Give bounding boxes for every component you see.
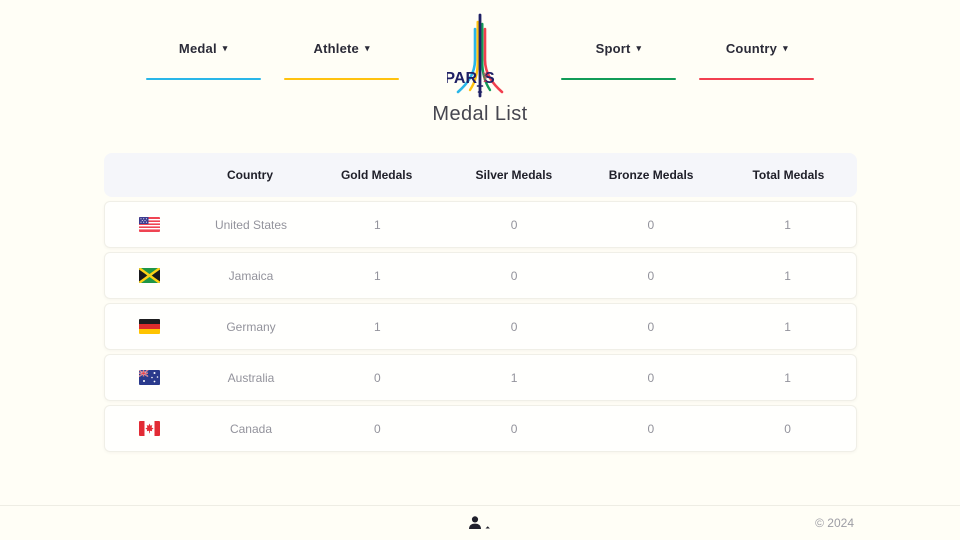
nav-item-country[interactable]: Country ▾ [726, 41, 788, 56]
silver-cell: 0 [510, 217, 518, 232]
nav-item-athlete-label: Athlete [313, 41, 359, 56]
footer: © 2024 [0, 505, 960, 540]
country-cell: Canada [229, 421, 273, 436]
silver-cell: 0 [510, 421, 518, 436]
country-cell: United States [214, 217, 288, 232]
flag-icon [105, 421, 193, 436]
flag-icon [105, 319, 193, 334]
bronze-cell: 0 [647, 370, 655, 385]
country-cell: Germany [226, 319, 276, 334]
nav-item-sport[interactable]: Sport ▾ [596, 41, 642, 56]
table-row: Australia 0 1 0 1 [104, 354, 857, 401]
bronze-cell: 0 [647, 268, 655, 283]
person-icon [469, 516, 490, 529]
total-cell: 0 [784, 421, 791, 436]
gold-cell: 1 [374, 217, 381, 232]
table-header-silver: Silver Medals [475, 168, 553, 182]
nav-underline-country [699, 78, 815, 80]
top-nav: Medal ▾ Athlete ▾ PAR S 202 [134, 0, 826, 98]
nav-slot-country: Country ▾ [688, 0, 826, 80]
nav-underline-sport [560, 78, 676, 80]
user-menu-button[interactable] [468, 516, 492, 530]
bronze-cell: 0 [647, 421, 655, 436]
nav-underline-athlete [284, 78, 400, 80]
gold-cell: 0 [374, 421, 381, 436]
logo-text-left: PAR [447, 70, 477, 87]
total-cell: 1 [784, 319, 791, 334]
paris-logo[interactable]: PAR S 2024 [444, 12, 513, 103]
table-header-row: Country Gold Medals Silver Medals Bronze… [104, 153, 857, 197]
flag-icon [105, 370, 193, 385]
nav-slot-athlete: Athlete ▾ [272, 0, 410, 80]
chevron-down-icon: ▾ [222, 43, 228, 53]
nav-item-medal[interactable]: Medal ▾ [179, 41, 228, 56]
chevron-down-icon: ▾ [783, 43, 788, 53]
flag-icon [105, 268, 193, 283]
table-header-bronze: Bronze Medals [608, 168, 694, 182]
logo-slot: PAR S 2024 [411, 0, 549, 98]
logo-year-text: 2024 [483, 72, 488, 83]
total-cell: 1 [784, 217, 791, 232]
flag-icon [105, 217, 193, 232]
nav-item-medal-label: Medal [178, 41, 217, 56]
silver-cell: 1 [510, 370, 518, 385]
copyright-text: © 2024 [815, 516, 854, 530]
nav-underline-medal [145, 78, 261, 80]
gold-cell: 1 [374, 268, 381, 283]
table-row: Germany 1 0 0 1 [104, 303, 857, 350]
silver-cell: 0 [510, 319, 518, 334]
logo-text-right: S [484, 70, 495, 87]
nav-item-country-label: Country [725, 41, 778, 56]
country-cell: Australia [227, 370, 275, 385]
table-row: Jamaica 1 0 0 1 [104, 252, 857, 299]
bronze-cell: 0 [647, 319, 655, 334]
nav-item-athlete[interactable]: Athlete ▾ [314, 41, 370, 56]
page-title: Medal List [432, 103, 528, 125]
nav-slot-sport: Sport ▾ [549, 0, 687, 80]
table-header-gold: Gold Medals [340, 168, 413, 182]
silver-cell: 0 [510, 268, 518, 283]
total-cell: 1 [784, 268, 791, 283]
medal-table: Country Gold Medals Silver Medals Bronze… [104, 153, 857, 452]
table-body: United States 1 0 0 1 Jamaica 1 0 0 1 Ge… [104, 201, 857, 452]
caret-up-icon [485, 526, 490, 529]
table-header-country: Country [227, 168, 273, 182]
nav-slot-medal: Medal ▾ [134, 0, 272, 80]
table-row: Canada 0 0 0 0 [104, 405, 857, 452]
total-cell: 1 [784, 370, 791, 385]
table-header-total: Total Medals [752, 168, 825, 182]
country-cell: Jamaica [228, 268, 274, 283]
table-row: United States 1 0 0 1 [104, 201, 857, 248]
bronze-cell: 0 [647, 217, 655, 232]
gold-cell: 0 [374, 370, 381, 385]
chevron-down-icon: ▾ [364, 43, 370, 53]
eiffel-tower-icon: PAR S 2024 [444, 13, 504, 98]
gold-cell: 1 [374, 319, 381, 334]
nav-item-sport-label: Sport [595, 41, 631, 56]
chevron-down-icon: ▾ [636, 43, 642, 53]
